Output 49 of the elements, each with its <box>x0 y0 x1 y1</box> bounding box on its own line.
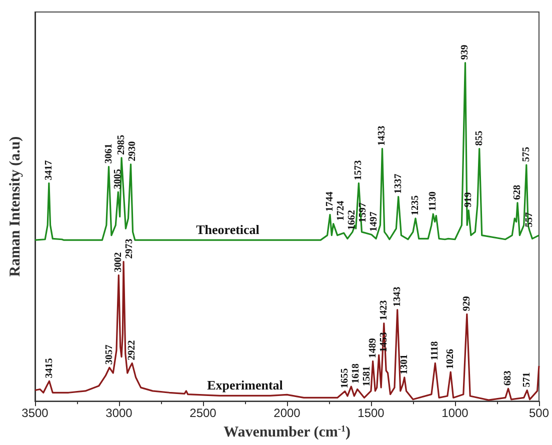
annotation: 575 <box>520 146 532 162</box>
x-tick-label: 3000 <box>106 406 133 420</box>
annotation: 1433 <box>376 126 388 146</box>
annotation: 1662 <box>346 210 358 230</box>
x-tick-label: 2000 <box>274 406 301 420</box>
annotation: 1581 <box>361 366 372 386</box>
annotation: 1130 <box>428 192 439 211</box>
annotation: 1597 <box>358 202 368 222</box>
annotation: 1301 <box>398 354 410 374</box>
annotation: 1337 <box>392 174 404 194</box>
annotation: 1618 <box>350 364 362 384</box>
annotation: 1497 <box>368 212 380 232</box>
annotation: 1453 <box>378 332 390 352</box>
annotation: 3005 <box>112 169 124 189</box>
annotation: 939 <box>460 44 471 60</box>
annotation: 919 <box>463 192 474 208</box>
annotation: 3415 <box>44 358 55 378</box>
annotation: 683 <box>502 370 514 386</box>
series-label: Theoretical <box>196 222 260 238</box>
annotation: 929 <box>461 296 472 312</box>
annotation: 1724 <box>336 200 346 221</box>
annotation: 1235 <box>410 195 422 216</box>
x-tick-label: 1000 <box>442 406 469 420</box>
annotation: 3057 <box>104 344 115 365</box>
series-label: Experimental <box>207 378 284 393</box>
x-tick-label: 500 <box>528 406 550 420</box>
y-axis-title: Raman Intensity (a.u) <box>8 136 24 277</box>
annotation: 557 <box>524 212 535 228</box>
annotation: 1655 <box>339 368 350 388</box>
annotation: 1573 <box>353 160 364 180</box>
annotation: 2973 <box>124 238 136 259</box>
annotation: 571 <box>522 372 533 388</box>
annotation: 1489 <box>367 338 378 358</box>
annotation: 2930 <box>127 141 138 162</box>
annotation: 1118 <box>430 341 441 360</box>
annotation: 3061 <box>103 144 114 164</box>
annotation: 2922 <box>126 340 138 360</box>
annotation: 1026 <box>445 349 456 369</box>
x-tick-label: 3500 <box>22 406 49 420</box>
x-tick-label: 2500 <box>190 406 217 420</box>
annotation: 1744 <box>324 192 336 212</box>
annotation: 1423 <box>378 300 390 320</box>
annotation: 3417 <box>43 160 54 180</box>
annotation: 855 <box>474 130 485 146</box>
annotation: 3002 <box>113 252 124 272</box>
annotation: 628 <box>512 184 523 200</box>
annotation: 1343 <box>392 286 403 307</box>
x-tick-label: 1500 <box>358 406 385 420</box>
annotation: 2985 <box>116 134 128 155</box>
